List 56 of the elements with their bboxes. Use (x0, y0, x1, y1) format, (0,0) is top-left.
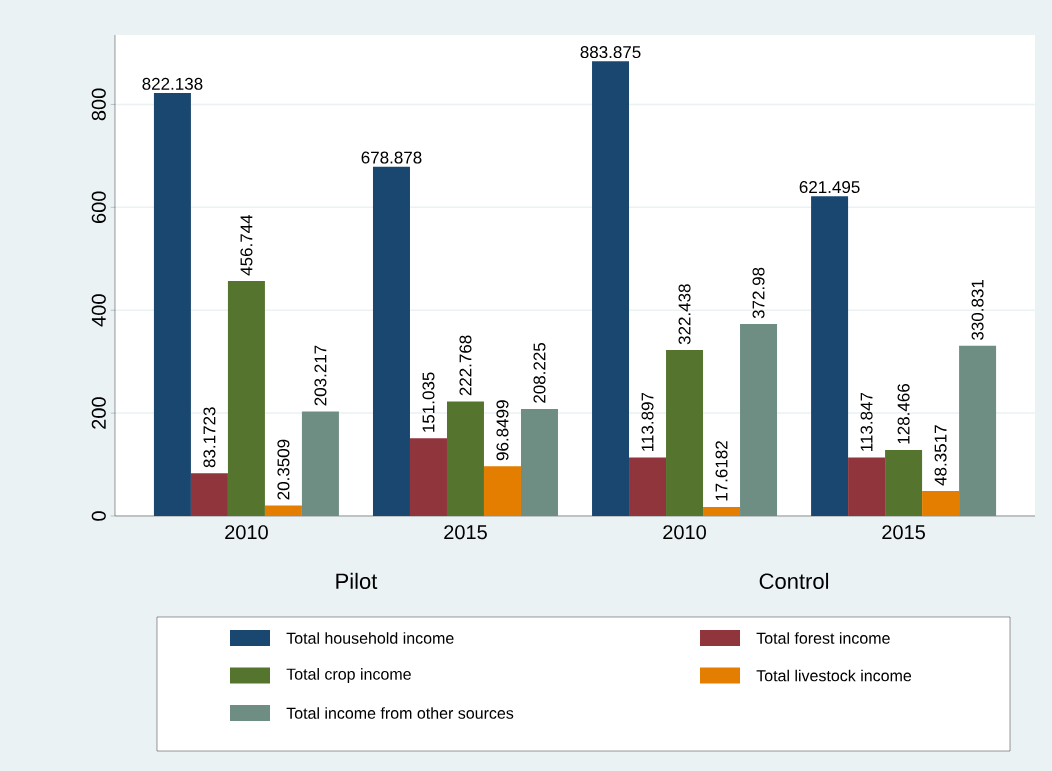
legend-label: Total crop income (286, 668, 411, 683)
data-label: 113.847 (860, 392, 873, 451)
y-tick-label: 400 (91, 294, 106, 327)
y-tick-label: 0 (91, 511, 106, 521)
data-label: 456.744 (240, 214, 253, 276)
bar (153, 93, 191, 516)
bar (811, 196, 849, 516)
y-tick-label: 200 (91, 397, 106, 429)
data-label: 372.98 (752, 267, 765, 319)
bar (629, 457, 667, 516)
bar (703, 506, 741, 516)
bar (740, 324, 778, 516)
data-label: 822.138 (142, 77, 203, 90)
x-tick-label: 2010 (225, 525, 268, 540)
x-tick-label: 2015 (444, 525, 487, 540)
bar (922, 491, 960, 516)
x-tick-label: 2015 (882, 525, 925, 540)
data-label: 203.217 (314, 345, 327, 406)
text: Control (759, 572, 829, 590)
data-label: 222.768 (459, 335, 472, 396)
text: Pilot (336, 572, 378, 590)
bar (848, 457, 886, 516)
data-label: 621.495 (799, 181, 860, 194)
data-label: 113.897 (641, 392, 654, 451)
bar (959, 345, 997, 516)
y-tick-label: 800 (91, 88, 106, 121)
bar (227, 281, 265, 516)
data-label: 678.878 (361, 151, 422, 164)
data-label: 151.035 (422, 372, 435, 432)
data-label: 20.3509 (277, 439, 290, 500)
data-label: 322.438 (678, 284, 691, 345)
bar (520, 408, 558, 516)
bar (483, 466, 521, 516)
legend-label: Total income from other sources (286, 707, 514, 719)
bar (666, 350, 704, 516)
data-label: 17.6182 (715, 441, 728, 501)
data-label: 83.1723 (203, 407, 216, 468)
bar (372, 166, 410, 516)
y-tick-label: 600 (91, 191, 106, 223)
bar (409, 438, 447, 516)
bar (592, 61, 630, 516)
bar (301, 411, 339, 516)
bar (446, 401, 484, 516)
legend-label: Total forest income (756, 632, 890, 644)
data-label: 330.831 (971, 279, 984, 340)
bar (264, 505, 302, 516)
data-label: 48.3517 (934, 425, 947, 486)
legend-label: Total livestock income (756, 669, 912, 682)
data-label: 883.875 (580, 46, 641, 59)
bar (885, 449, 923, 516)
data-label: 128.466 (897, 384, 910, 444)
data-label: 96.8499 (496, 400, 509, 461)
bar (190, 473, 228, 516)
legend-label: Total household income (286, 632, 454, 644)
x-tick-label: 2010 (663, 525, 706, 540)
data-label: 208.225 (533, 342, 546, 403)
